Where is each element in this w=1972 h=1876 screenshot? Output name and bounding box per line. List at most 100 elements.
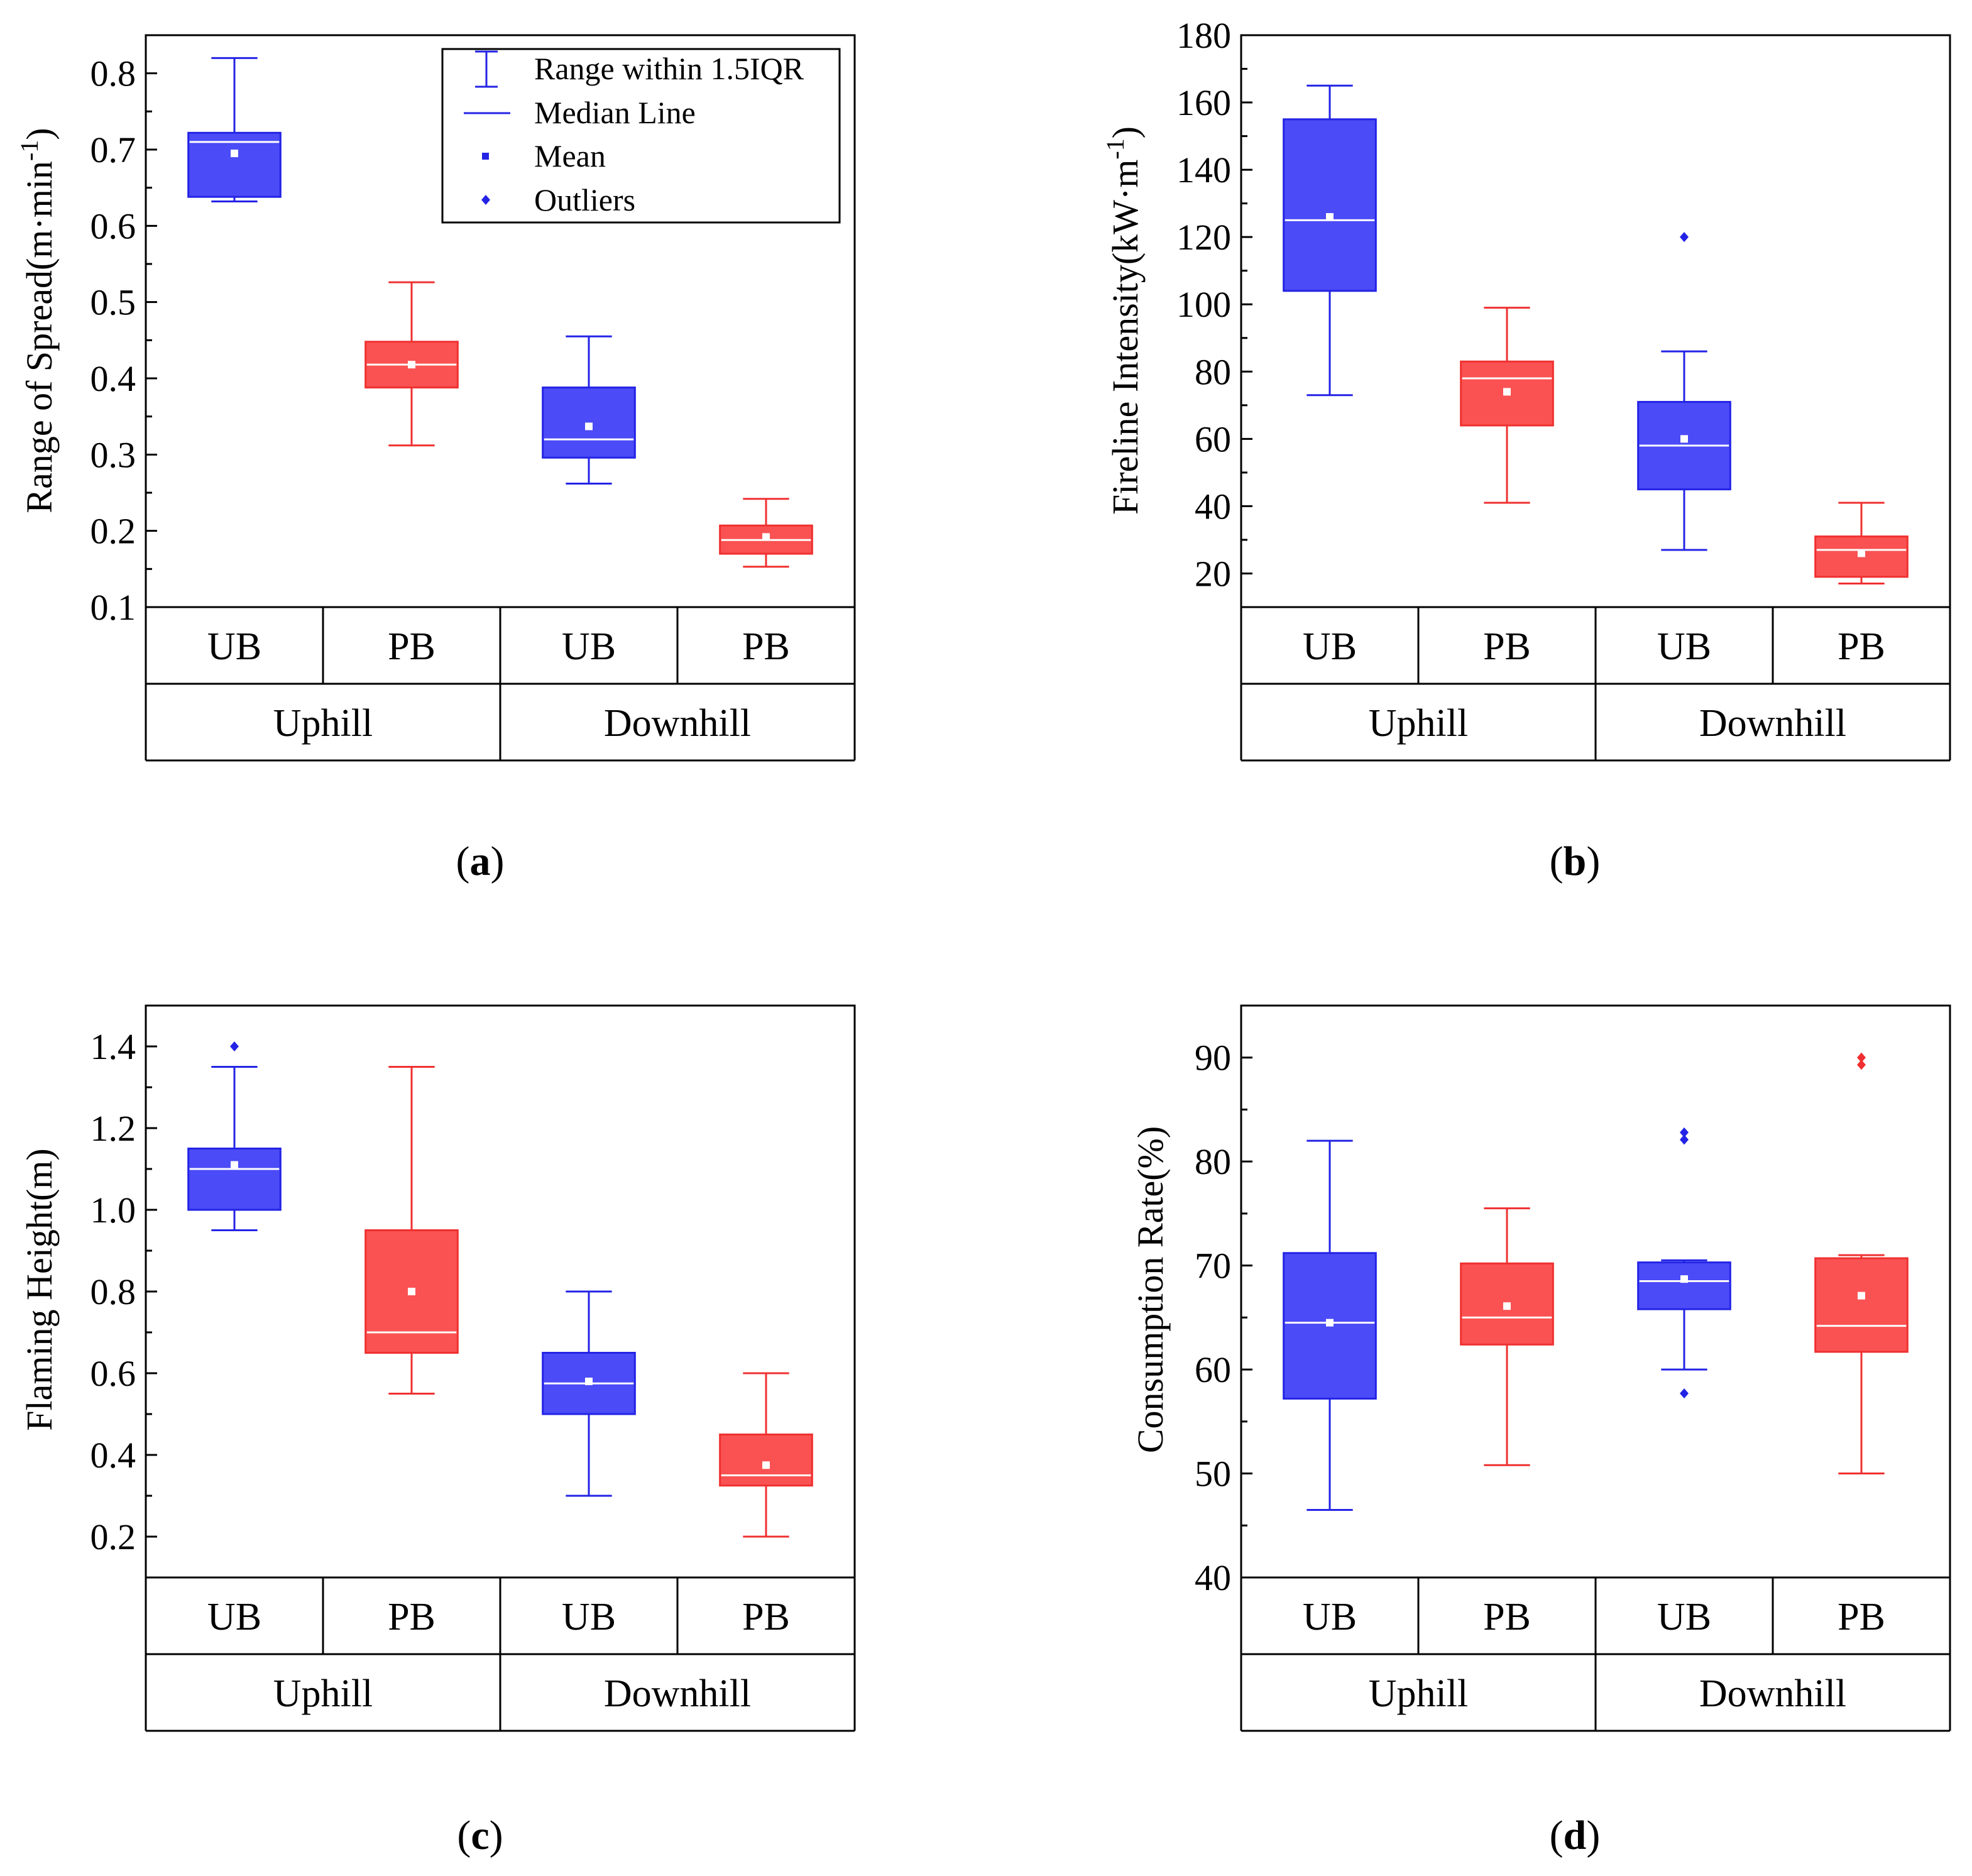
panel-b-ylabel-main: Fireline Intensity(kW·m: [1105, 160, 1146, 515]
y-tick-label: 0.5: [90, 282, 136, 323]
box-downhill-ub: [542, 1290, 636, 1497]
group-label: Downhill: [1699, 702, 1846, 745]
treatment-label: UB: [562, 1596, 616, 1638]
panel-c-letter: c: [471, 1813, 489, 1858]
y-tick-label: 0.6: [90, 1353, 136, 1394]
box-uphill-pb: [1460, 1207, 1554, 1466]
legend-mean-label: Mean: [534, 138, 606, 173]
mean-marker: [1326, 1319, 1334, 1327]
y-tick-label: 70: [1195, 1246, 1231, 1286]
panel-c: 0.2 0.4 0.6 0.8 1.0 1.2 1.4 UB PB UB PB Uphill Downh…: [19, 1004, 856, 1858]
y-tick-label: 60: [1195, 419, 1231, 459]
legend-outlier-label: Outliers: [534, 182, 635, 217]
mean-marker: [1503, 388, 1511, 396]
box-uphill-pb: [364, 281, 459, 447]
outlier-marker: [230, 1041, 239, 1051]
group-label: Uphill: [1369, 702, 1468, 745]
box-uphill-ub: [187, 1041, 282, 1231]
panel-b-ylabel-superscript: -1: [1101, 138, 1129, 159]
outlier-marker: [1680, 1127, 1689, 1138]
panel-a-ylabel-main: Range of Spread(m·min: [19, 161, 60, 513]
panel-b-ylabel: Fireline Intensity(kW·m-1): [1101, 126, 1146, 515]
box-downhill-pb: [1814, 502, 1909, 585]
treatment-label: PB: [1483, 1596, 1531, 1638]
box-downhill-ub: [1637, 232, 1731, 551]
treatment-label: UB: [1303, 1596, 1357, 1638]
y-tick-label: 40: [1195, 1557, 1231, 1598]
group-label: Uphill: [1369, 1672, 1468, 1715]
box-downhill-pb: [719, 1372, 813, 1538]
box-uphill-pb: [364, 1066, 459, 1395]
panel-a-letter: a: [470, 838, 491, 884]
y-tick-label: 0.2: [90, 511, 136, 552]
mean-marker: [1680, 1275, 1688, 1283]
group-label: Downhill: [604, 1672, 751, 1715]
box-uphill-ub: [1283, 84, 1377, 397]
mean-marker: [585, 422, 593, 431]
treatment-label: PB: [1838, 1596, 1885, 1638]
mean-marker: [1858, 1292, 1865, 1300]
treatment-label: UB: [207, 1596, 261, 1638]
y-tick-label: 180: [1176, 15, 1231, 56]
panel-b: 20 40 60 80 100 120 140 160 180 UB PB UB PB Uphill Dow…: [1101, 15, 1951, 884]
legend-mean-symbol: [482, 153, 489, 160]
treatment-label: UB: [207, 625, 261, 668]
y-tick-label: 80: [1195, 1141, 1231, 1182]
panel-c-plot: 0.2 0.4 0.6 0.8 1.0 1.2 1.4 UB PB UB PB Uphill Downh…: [90, 1004, 856, 1732]
treatment-label: UB: [562, 625, 616, 668]
y-tick-label: 0.4: [90, 358, 136, 399]
iqr-box: [719, 1434, 813, 1487]
treatment-label: UB: [1657, 625, 1711, 668]
y-tick-label: 1.4: [90, 1026, 136, 1067]
box-uphill-ub: [1283, 1139, 1377, 1511]
group-label: Uphill: [273, 1672, 373, 1715]
mean-marker: [1680, 435, 1688, 443]
outlier-marker: [1680, 1134, 1689, 1145]
y-tick-label: 0.2: [90, 1517, 136, 1557]
panel-a: 0.1 0.2 0.3 0.4 0.5 0.6 0.7 0.8 UB PB UB PB Uphill Do…: [15, 34, 856, 884]
iqr-box: [1814, 1257, 1909, 1353]
mean-marker: [1326, 213, 1334, 221]
y-tick-label: 50: [1195, 1454, 1231, 1495]
treatment-label: UB: [1657, 1596, 1711, 1638]
y-tick-label: 20: [1195, 553, 1231, 594]
treatment-label: PB: [1838, 625, 1885, 668]
y-tick-label: 1.0: [90, 1190, 136, 1231]
outlier-marker: [1680, 1388, 1689, 1399]
outlier-marker: [1857, 1060, 1866, 1070]
treatment-label: PB: [388, 1596, 435, 1638]
mean-marker: [231, 150, 238, 158]
group-label: Downhill: [604, 702, 751, 745]
mean-marker: [762, 533, 770, 541]
y-tick-label: 140: [1176, 150, 1231, 190]
panel-b-plot: 20 40 60 80 100 120 140 160 180 UB PB UB PB Uphill Dow…: [1176, 15, 1951, 762]
legend-whisker-label: Range within 1.5IQR: [534, 51, 804, 86]
treatment-label: PB: [742, 625, 790, 668]
y-tick-label: 100: [1176, 284, 1231, 325]
treatment-label: PB: [1483, 625, 1531, 668]
mean-marker: [762, 1461, 770, 1469]
mean-marker: [585, 1378, 593, 1385]
panel-d-letter: d: [1564, 1813, 1587, 1858]
box-downhill-pb: [1814, 1052, 1909, 1475]
iqr-box: [187, 1148, 282, 1211]
panel-a-plot: 0.1 0.2 0.3 0.4 0.5 0.6 0.7 0.8 UB PB UB PB Uphill Do…: [90, 34, 856, 762]
y-tick-label: 1.2: [90, 1108, 136, 1149]
y-tick-label: 0.4: [90, 1435, 136, 1476]
iqr-box: [1637, 1261, 1731, 1310]
y-tick-label: 60: [1195, 1349, 1231, 1390]
mean-marker: [1503, 1302, 1511, 1310]
panel-b-label: (b): [1550, 838, 1601, 884]
box-downhill-ub: [542, 335, 636, 485]
mean-marker: [1858, 549, 1865, 557]
y-tick-label: 0.8: [90, 1271, 136, 1312]
panel-a-legend: Range within 1.5IQR Median Line Mean Out…: [441, 48, 841, 224]
panel-a-ylabel: Range of Spread(m·min-1): [15, 128, 60, 513]
legend-outlier-symbol: [481, 195, 490, 205]
treatment-label: UB: [1303, 625, 1357, 668]
treatment-label: PB: [742, 1596, 790, 1638]
legend-box: [441, 48, 841, 224]
y-tick-label: 0.1: [90, 587, 136, 628]
box-uphill-pb: [1460, 307, 1554, 504]
